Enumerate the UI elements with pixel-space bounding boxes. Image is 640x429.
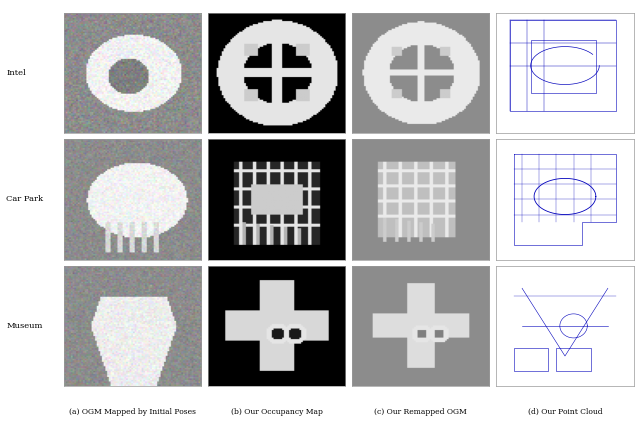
Bar — [513, 348, 548, 371]
Text: (d) Our Point Cloud: (d) Our Point Cloud — [527, 408, 602, 416]
Text: (a) OGM Mapped by Initial Poses: (a) OGM Mapped by Initial Poses — [69, 408, 196, 416]
Text: Car Park: Car Park — [6, 196, 44, 203]
Text: Intel: Intel — [6, 69, 26, 77]
Bar — [556, 348, 591, 371]
Bar — [531, 40, 596, 93]
Bar — [510, 21, 616, 111]
Text: (c) Our Remapped OGM: (c) Our Remapped OGM — [374, 408, 467, 416]
Text: Museum: Museum — [6, 322, 43, 330]
Text: (b) Our Occupancy Map: (b) Our Occupancy Map — [231, 408, 323, 416]
